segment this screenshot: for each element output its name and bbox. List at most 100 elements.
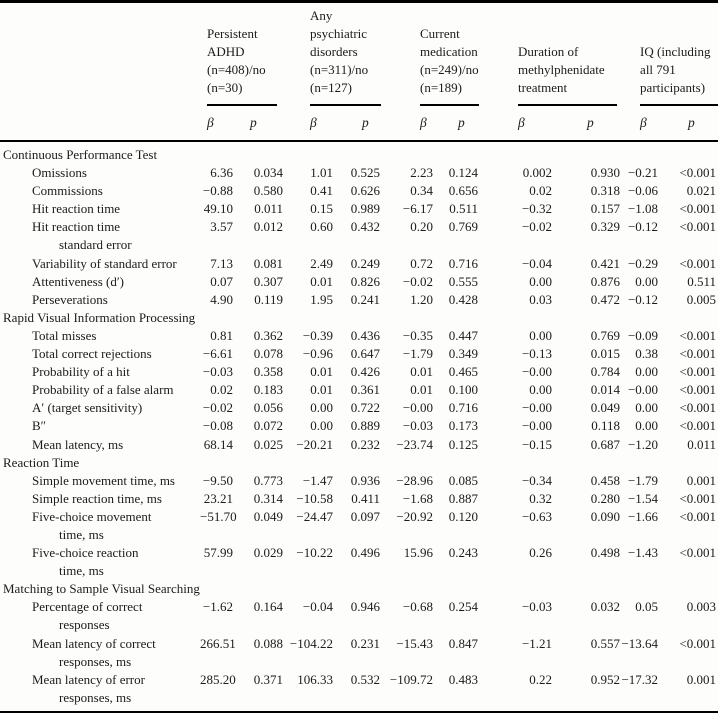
beta-value-cell: 0.00 bbox=[529, 327, 553, 343]
p-value-cell: 0.021 bbox=[686, 183, 717, 199]
beta-value-cell: −0.63 bbox=[521, 508, 553, 524]
p-value-cell: 0.025 bbox=[253, 436, 284, 452]
beta-value-cell: 0.34 bbox=[410, 183, 434, 199]
col-group-current-medication: Current medication (n=249)/no (n=189) bbox=[381, 2, 480, 106]
beta-value-cell: 0.32 bbox=[529, 490, 553, 506]
beta-value-cell: −0.35 bbox=[402, 327, 434, 343]
p-value-cell: 0.307 bbox=[253, 273, 284, 289]
beta-value-cell: 2.23 bbox=[410, 165, 434, 181]
beta-header: β bbox=[284, 106, 335, 142]
p-value-cell: 0.280 bbox=[590, 490, 621, 506]
p-value-cell: <0.001 bbox=[679, 165, 717, 181]
beta-value-cell: −1.08 bbox=[627, 201, 659, 217]
beta-value-cell: −0.12 bbox=[627, 291, 659, 307]
beta-value-cell: −1.20 bbox=[627, 436, 659, 452]
p-value-cell: 0.164 bbox=[253, 599, 284, 615]
beta-value-cell: −1.47 bbox=[302, 472, 334, 488]
p-value-cell: <0.001 bbox=[679, 490, 717, 506]
beta-value-cell: −10.22 bbox=[296, 545, 334, 561]
p-value-cell: 0.483 bbox=[448, 671, 479, 687]
p-value-cell: 0.001 bbox=[686, 671, 717, 687]
beta-value-cell: 23.21 bbox=[203, 490, 233, 506]
p-value-cell: 0.118 bbox=[591, 418, 621, 434]
p-value-cell: 0.314 bbox=[253, 490, 284, 506]
p-value-cell: 0.014 bbox=[590, 382, 621, 398]
beta-value-cell: 0.00 bbox=[635, 418, 659, 434]
beta-value-cell: −9.50 bbox=[202, 472, 233, 488]
row-label: Omissions bbox=[32, 165, 87, 181]
p-value-cell: 0.349 bbox=[448, 346, 479, 362]
beta-value-cell: −1.79 bbox=[402, 346, 434, 362]
beta-value-cell: 7.13 bbox=[210, 255, 233, 271]
beta-value-cell: 0.02 bbox=[210, 382, 233, 398]
p-value-cell: 0.472 bbox=[590, 291, 621, 307]
beta-header: β bbox=[621, 106, 660, 142]
beta-value-cell: −1.43 bbox=[627, 545, 659, 561]
table-row: Mean latency of correct responses, ms 266.… bbox=[0, 635, 718, 671]
p-value-cell: <0.001 bbox=[679, 364, 717, 380]
row-label: Simple reaction time, ms bbox=[32, 490, 162, 506]
table-row: Five-choice reaction time, ms 57.99 0.029 −1… bbox=[0, 544, 718, 580]
p-value-cell: 0.362 bbox=[253, 327, 284, 343]
beta-value-cell: −0.34 bbox=[521, 472, 553, 488]
beta-value-cell: −0.02 bbox=[202, 400, 233, 416]
p-value-cell: 0.231 bbox=[350, 635, 381, 651]
p-value-cell: 0.078 bbox=[253, 346, 284, 362]
beta-value-cell: −6.61 bbox=[202, 346, 233, 362]
p-value-cell: 0.847 bbox=[448, 635, 479, 651]
row-label: Five-choice reaction time, ms bbox=[32, 545, 139, 579]
beta-value-cell: −0.00 bbox=[521, 364, 553, 380]
p-value-cell: 0.120 bbox=[448, 508, 479, 524]
beta-value-cell: 0.81 bbox=[210, 327, 233, 343]
beta-value-cell: −10.58 bbox=[296, 490, 334, 506]
beta-value-cell: −28.96 bbox=[396, 472, 434, 488]
p-value-cell: 0.183 bbox=[253, 382, 284, 398]
row-label: Hit reaction time bbox=[32, 201, 121, 217]
beta-value-cell: 285.20 bbox=[200, 671, 236, 687]
p-value-cell: 0.157 bbox=[590, 201, 621, 217]
beta-value-cell: 0.38 bbox=[635, 346, 659, 362]
beta-value-cell: −6.17 bbox=[402, 201, 434, 217]
table-row: Percentage of correct responses −1.62 0.164… bbox=[0, 598, 718, 634]
column-group-rule bbox=[420, 104, 480, 106]
p-value-cell: 0.436 bbox=[350, 327, 381, 343]
p-value-cell: 0.358 bbox=[253, 364, 284, 380]
p-value-cell: 0.447 bbox=[448, 327, 479, 343]
row-label: Mean latency of correct responses, ms bbox=[32, 635, 156, 669]
beta-value-cell: 0.01 bbox=[310, 364, 334, 380]
row-label: Five-choice movement time, ms bbox=[32, 508, 152, 542]
p-value-cell: 0.936 bbox=[350, 472, 381, 488]
p-value-cell: 0.090 bbox=[590, 508, 621, 524]
col-group-methylphenidate-duration: Duration of methylphenidate treatment bbox=[479, 2, 621, 106]
beta-value-cell: −1.68 bbox=[402, 490, 434, 506]
row-label: Probability of a false alarm bbox=[32, 382, 174, 398]
p-value-cell: <0.001 bbox=[679, 400, 717, 416]
beta-value-cell: 49.10 bbox=[203, 201, 233, 217]
beta-value-cell: −0.39 bbox=[302, 327, 334, 343]
beta-value-cell: 0.00 bbox=[635, 400, 659, 416]
p-value-cell: 0.532 bbox=[350, 671, 381, 687]
subheader-row: β p β p β p β p β p bbox=[0, 106, 718, 142]
table-row: Five-choice movement time, ms −51.70 0.049−… bbox=[0, 508, 718, 544]
p-value-cell: 0.876 bbox=[590, 273, 621, 289]
p-value-cell: 0.411 bbox=[351, 490, 381, 506]
column-group-header-row: Persistent ADHD (n=408)/no (n=30) Any ps… bbox=[0, 2, 718, 106]
beta-value-cell: 0.20 bbox=[410, 219, 434, 235]
p-value-cell: 0.952 bbox=[590, 671, 621, 687]
beta-value-cell: −20.21 bbox=[296, 436, 334, 452]
beta-header: β bbox=[479, 106, 554, 142]
row-label: A′ (target sensitivity) bbox=[32, 400, 143, 416]
p-value-cell: 0.329 bbox=[590, 219, 621, 235]
p-value-cell: 0.254 bbox=[448, 599, 479, 615]
col-group-title: Any psychiatric disorders (n=311)/no (n=… bbox=[310, 7, 369, 95]
beta-value-cell: 0.41 bbox=[310, 183, 334, 199]
beta-value-cell: −23.74 bbox=[396, 436, 434, 452]
beta-value-cell: −0.04 bbox=[521, 255, 553, 271]
p-value-cell: <0.001 bbox=[679, 219, 717, 235]
row-label: Total correct rejections bbox=[32, 346, 152, 362]
beta-value-cell: 6.36 bbox=[210, 165, 233, 181]
p-value-cell: <0.001 bbox=[679, 255, 717, 271]
p-value-cell: 0.032 bbox=[590, 599, 621, 615]
beta-value-cell: −51.70 bbox=[200, 508, 237, 524]
row-label: Mean latency, ms bbox=[32, 436, 124, 452]
